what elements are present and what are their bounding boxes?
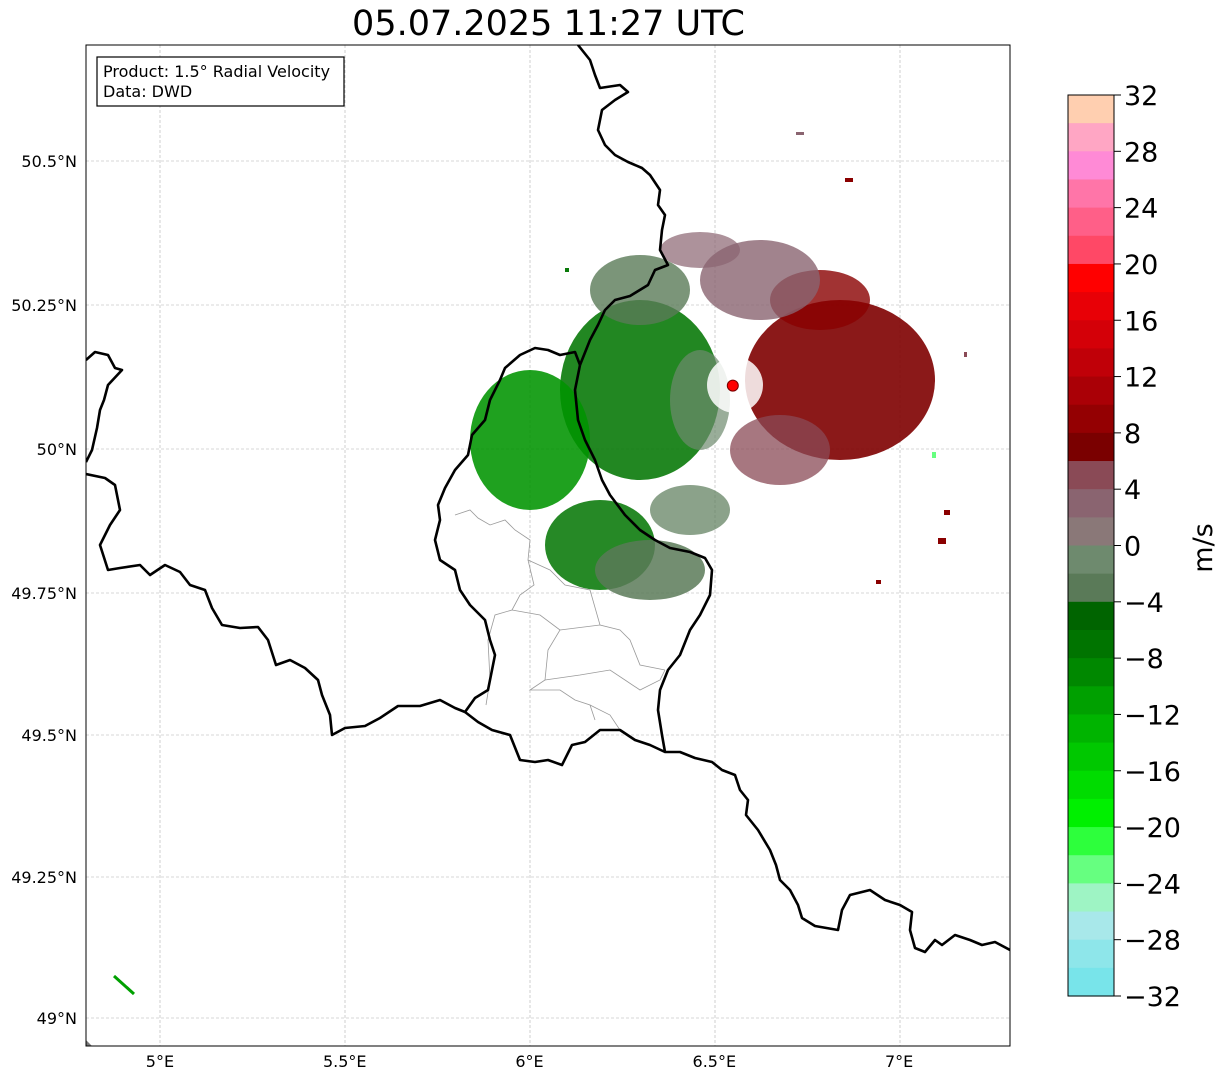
colorbar-label: m/s xyxy=(1188,523,1219,572)
colorbar-tick-label: 16 xyxy=(1124,306,1158,337)
colorbar-ticks: 32 28 24 20 16 12 8 4 0 −4 −8 −12 −16 −20 −24 −28 −32 xyxy=(1114,81,1181,1013)
echo-mark xyxy=(112,974,136,996)
colorbar-segment xyxy=(1068,179,1114,209)
colorbar-segment xyxy=(1068,967,1114,997)
colorbar-tick-label: −4 xyxy=(1124,588,1164,619)
info-data-source: Data: DWD xyxy=(103,82,192,101)
map-frame xyxy=(85,44,1011,1047)
lat-tick-label: 50.5°N xyxy=(21,152,77,171)
colorbar-segment xyxy=(1068,742,1114,772)
corner-mark xyxy=(86,1040,92,1046)
lat-tick-label: 50.25°N xyxy=(11,296,77,315)
colorbar-segment xyxy=(1068,770,1114,800)
colorbar-segment xyxy=(1068,432,1114,462)
colorbar-segment xyxy=(1068,911,1114,941)
colorbar-segment xyxy=(1068,855,1114,884)
radar-site-marker[interactable] xyxy=(726,379,739,392)
colorbar-tick-label: 28 xyxy=(1124,137,1158,168)
colorbar-tick-label: −32 xyxy=(1124,982,1181,1013)
colorbar-tick-label: −28 xyxy=(1124,926,1181,957)
lon-tick-label: 6.5°E xyxy=(693,1052,737,1071)
colorbar-segment xyxy=(1068,320,1114,350)
colorbar-segment xyxy=(1068,151,1114,181)
info-box: Product: 1.5° Radial Velocity Data: DWD xyxy=(96,56,345,107)
gridlines xyxy=(86,45,1010,1046)
colorbar-segment xyxy=(1068,235,1114,265)
colorbar-segment xyxy=(1068,123,1114,152)
colorbar-tick-label: −12 xyxy=(1124,700,1181,731)
colorbar-tick-label: 4 xyxy=(1124,475,1141,506)
colorbar-tick-label: 0 xyxy=(1124,532,1141,563)
colorbar-segments xyxy=(1068,95,1114,997)
colorbar-segment xyxy=(1068,714,1114,744)
colorbar-tick-label: −20 xyxy=(1124,813,1181,844)
colorbar-tick-label: 8 xyxy=(1124,419,1141,450)
colorbar-segment xyxy=(1068,883,1114,913)
lat-tick-label: 49°N xyxy=(37,1009,77,1028)
colorbar-segment xyxy=(1068,545,1114,575)
lat-tick-label: 49.25°N xyxy=(11,868,77,887)
lon-tick-label: 5.5°E xyxy=(323,1052,367,1071)
colorbar-tick-label: −16 xyxy=(1124,757,1181,788)
colorbar-segment xyxy=(1068,573,1114,603)
colorbar-segment xyxy=(1068,517,1114,547)
national-borders xyxy=(86,45,1010,954)
regional-boundaries xyxy=(454,509,666,731)
info-product: Product: 1.5° Radial Velocity xyxy=(103,62,330,81)
colorbar-segment xyxy=(1068,489,1114,518)
colorbar-segment xyxy=(1068,798,1114,828)
lon-tick-label: 7°E xyxy=(885,1052,913,1071)
lon-tick-label: 6°E xyxy=(515,1052,543,1071)
colorbar-segment xyxy=(1068,461,1114,490)
colorbar-segment xyxy=(1068,686,1114,716)
colorbar-tick-label: 12 xyxy=(1124,363,1158,394)
longitude-tick-labels: 5°E 5.5°E 6°E 6.5°E 7°E xyxy=(146,1052,913,1071)
map-title: 05.07.2025 11:27 UTC xyxy=(352,4,745,44)
lat-tick-label: 50°N xyxy=(37,440,77,459)
colorbar-tick-label: −24 xyxy=(1124,869,1181,900)
colorbar-segment xyxy=(1068,601,1114,631)
colorbar-segment xyxy=(1068,376,1114,406)
colorbar-tick-label: 32 xyxy=(1124,81,1158,112)
lat-tick-label: 49.5°N xyxy=(21,726,77,745)
colorbar-segment xyxy=(1068,658,1114,687)
lat-tick-label: 49.75°N xyxy=(11,584,77,603)
colorbar-tick-label: 24 xyxy=(1124,194,1158,225)
colorbar-segment xyxy=(1068,95,1114,124)
colorbar-segment xyxy=(1068,404,1114,434)
colorbar-tick-label: 20 xyxy=(1124,250,1158,281)
colorbar-segment xyxy=(1068,629,1114,659)
colorbar-segment xyxy=(1068,207,1114,237)
latitude-tick-labels: 50.5°N 50.25°N 50°N 49.75°N 49.5°N 49.25°N 49°… xyxy=(11,152,77,1028)
colorbar-segment xyxy=(1068,292,1114,321)
colorbar-segment xyxy=(1068,348,1114,378)
lon-tick-label: 5°E xyxy=(146,1052,174,1071)
colorbar-tick-label: −8 xyxy=(1124,644,1164,675)
colorbar-segment xyxy=(1068,939,1114,969)
colorbar-segment xyxy=(1068,827,1114,856)
colorbar-segment xyxy=(1068,263,1114,293)
radar-echoes xyxy=(470,132,967,600)
